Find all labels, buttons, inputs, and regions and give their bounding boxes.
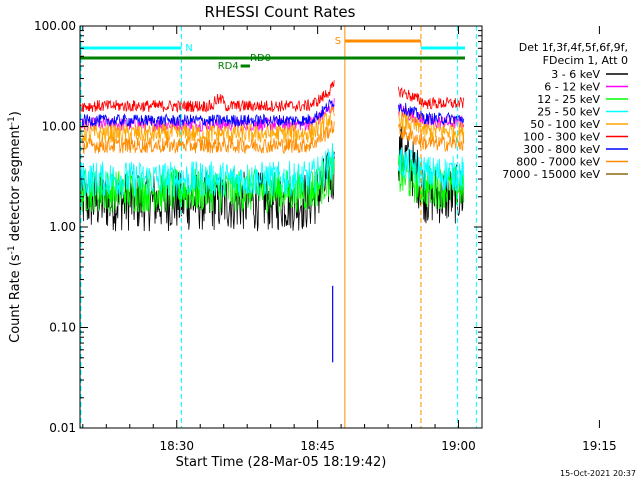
series-post-line — [398, 123, 465, 152]
series-pre-line — [79, 99, 335, 128]
legend-label: 100 - 300 keV — [523, 131, 600, 144]
series-5 — [79, 80, 465, 114]
annotation-rd0: RD0 — [250, 53, 271, 64]
legend-label: 6 - 12 keV — [544, 81, 600, 94]
legend-label: 3 - 6 keV — [551, 68, 600, 81]
y-axis-label: Count Rate (s-1 detector segment-1) — [7, 111, 23, 343]
legend-header-2: FDecim 1, Att 0 — [543, 54, 628, 67]
series-6 — [79, 99, 465, 128]
legend-label: 7000 - 15000 keV — [502, 168, 600, 181]
series-pre-line — [79, 80, 335, 114]
series-post-line — [398, 147, 465, 192]
y-label-part-1: Count Rate (s — [8, 254, 23, 343]
x-tick-label: 18:45 — [300, 439, 335, 453]
series-post-line — [398, 102, 465, 126]
series-pre-line — [79, 120, 335, 155]
y-label-sup-2: -1 — [7, 116, 17, 125]
series-pre-line — [79, 143, 335, 198]
y-tick-label: 0.10 — [49, 321, 76, 335]
series-post-line — [398, 86, 465, 110]
chart-title: RHESSI Count Rates — [205, 3, 356, 21]
series-pre-line — [79, 105, 335, 144]
legend-label: 50 - 100 keV — [530, 118, 600, 131]
legend: Det 1f,3f,4f,5f,6f,9f, FDecim 1, Att 0 3… — [502, 41, 628, 181]
x-axis-label: Start Time (28-Mar-05 18:19:42) — [176, 455, 387, 470]
x-tick-label: 18:30 — [159, 439, 194, 453]
y-tick-label: 100.00 — [34, 19, 76, 33]
legend-label: 12 - 25 keV — [537, 93, 600, 106]
annotation-rd4: RD4 — [218, 61, 239, 72]
series-7 — [79, 120, 465, 155]
y-label-part-2: detector segment — [8, 125, 23, 245]
footer-date: 15-Oct-2021 20:37 — [560, 469, 636, 478]
y-tick-label: 0.01 — [49, 421, 76, 435]
legend-header-1: Det 1f,3f,4f,5f,6f,9f, — [519, 41, 628, 54]
y-tick-label: 10.00 — [42, 120, 76, 134]
legend-label: 800 - 7000 keV — [516, 156, 600, 169]
series-3 — [79, 143, 465, 198]
annotation-s: S — [335, 36, 341, 47]
legend-label: 25 - 50 keV — [537, 106, 600, 119]
legend-label: 300 - 800 keV — [523, 143, 600, 156]
y-tick-label: 1.00 — [49, 220, 76, 234]
y-axis: 100.00 10.00 1.00 0.10 0.01 — [34, 19, 482, 435]
x-tick-label: 19:00 — [441, 439, 476, 453]
x-tick-label: 19:15 — [582, 439, 617, 453]
y-label-part-3: ) — [8, 111, 23, 116]
y-label-sup-1: -1 — [7, 245, 17, 254]
annotation-n: N — [185, 43, 192, 54]
